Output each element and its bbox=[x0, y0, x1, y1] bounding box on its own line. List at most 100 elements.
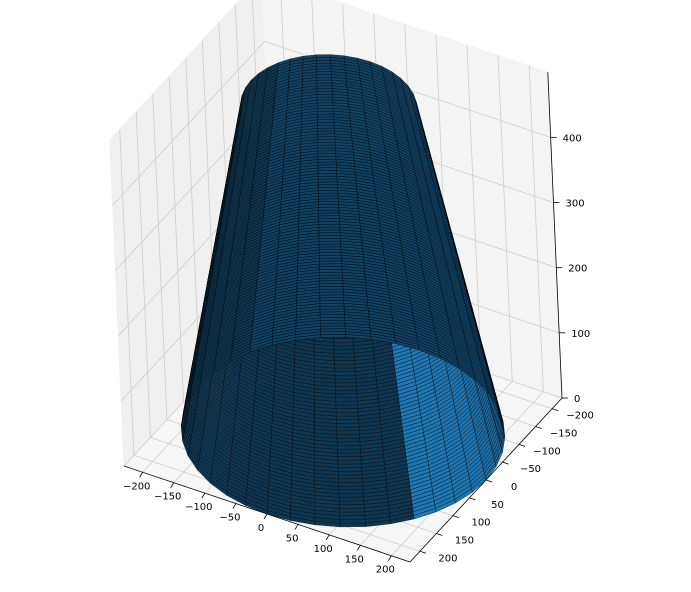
surface-facet bbox=[317, 108, 334, 112]
surface-facet bbox=[319, 263, 343, 267]
surface-facet bbox=[338, 485, 364, 491]
surface-facet bbox=[317, 136, 336, 140]
surface-facet bbox=[318, 238, 341, 242]
y-tick-mark bbox=[502, 461, 509, 465]
surface-facet bbox=[318, 235, 341, 239]
x-tick-label: 50 bbox=[286, 533, 299, 544]
surface-facet bbox=[338, 478, 363, 483]
surface-facet bbox=[316, 79, 333, 84]
surface-facet bbox=[319, 272, 343, 276]
x-tick-label: −150 bbox=[154, 492, 181, 503]
surface-facet bbox=[339, 496, 365, 502]
z-axis-line bbox=[547, 72, 563, 399]
surface-facet bbox=[335, 382, 357, 387]
x-tick-label: 150 bbox=[345, 554, 364, 565]
x-tick-mark bbox=[263, 513, 268, 520]
surface-facet bbox=[316, 85, 333, 89]
surface-facet bbox=[319, 314, 345, 318]
surface-facet bbox=[338, 489, 364, 494]
surface-facet bbox=[319, 269, 343, 273]
surface-facet bbox=[338, 493, 364, 498]
grid-x-wall bbox=[497, 55, 513, 382]
surface-facet bbox=[316, 77, 332, 81]
surface-facet bbox=[319, 308, 345, 313]
surface-facet bbox=[316, 71, 332, 75]
z-tick-label: 400 bbox=[563, 133, 582, 144]
y-tick-label: −200 bbox=[566, 411, 593, 422]
surface-facet bbox=[317, 147, 336, 152]
surface-facet bbox=[316, 82, 333, 87]
surface-facet bbox=[318, 243, 341, 248]
y-tick-label: 150 bbox=[455, 536, 474, 547]
surface-facet bbox=[317, 167, 337, 171]
surface-facet bbox=[334, 360, 355, 365]
surface-facet bbox=[317, 150, 336, 154]
surface-facet bbox=[318, 184, 338, 188]
y-tick-mark bbox=[485, 479, 493, 483]
surface-facet bbox=[319, 288, 344, 293]
y-tick-mark bbox=[551, 408, 559, 412]
surface-facet bbox=[335, 397, 358, 402]
surface-facet bbox=[319, 255, 342, 259]
surface-facet bbox=[334, 356, 355, 361]
surface-facet bbox=[319, 291, 344, 296]
surface-facet bbox=[317, 159, 337, 163]
y-tick-mark bbox=[452, 515, 460, 519]
surface-facet bbox=[339, 500, 365, 505]
surface-facet bbox=[335, 393, 358, 398]
y-tick-mark bbox=[419, 550, 427, 554]
surface-facet bbox=[333, 352, 355, 358]
surface-facet bbox=[316, 62, 332, 67]
surface-facet bbox=[319, 252, 342, 256]
surface-facet bbox=[317, 102, 334, 106]
y-tick-label: 100 bbox=[471, 518, 490, 529]
surface-facet bbox=[334, 375, 356, 380]
surface-facet bbox=[335, 404, 358, 409]
surface-facet bbox=[336, 423, 360, 428]
y-tick-label: 200 bbox=[438, 553, 457, 564]
surface-facet bbox=[318, 198, 339, 202]
surface-facet bbox=[317, 133, 335, 137]
x-tick-mark bbox=[232, 503, 237, 509]
surface-facet bbox=[333, 345, 354, 350]
surface-facet bbox=[335, 389, 357, 395]
surface-facet bbox=[336, 426, 360, 432]
surface-facet bbox=[316, 94, 333, 98]
x-axis-ticks: −200 −150 −100 −50 0 50 100 150 200 bbox=[123, 472, 395, 576]
surface-facet bbox=[320, 331, 346, 335]
surface-facet bbox=[336, 430, 360, 435]
surface-facet bbox=[317, 125, 335, 129]
x-tick-label: −50 bbox=[219, 513, 240, 524]
surface-facet bbox=[338, 474, 363, 480]
z-tick-label: 300 bbox=[566, 199, 585, 210]
surface-facet bbox=[320, 322, 346, 327]
y-tick-mark bbox=[518, 443, 526, 447]
cone-surface bbox=[180, 54, 506, 528]
surface-facet bbox=[316, 54, 331, 58]
surface-facet bbox=[320, 325, 346, 330]
surface-facet bbox=[337, 467, 363, 472]
y-tick-label: 50 bbox=[491, 500, 504, 511]
surface-facet bbox=[336, 434, 360, 439]
y-tick-label: −50 bbox=[520, 464, 541, 475]
surface-facet bbox=[337, 441, 361, 446]
x-tick-mark bbox=[294, 524, 299, 530]
surface-facet bbox=[337, 452, 362, 457]
surface-facet bbox=[316, 74, 332, 78]
x-tick-label: −100 bbox=[185, 502, 212, 513]
surface-facet bbox=[318, 215, 340, 219]
surface-facet bbox=[316, 65, 332, 70]
surface-facet bbox=[317, 161, 337, 166]
surface-facet bbox=[318, 232, 341, 236]
surface-facet bbox=[318, 190, 339, 194]
surface-facet bbox=[317, 142, 336, 146]
surface-facet bbox=[318, 175, 338, 180]
surface-facet bbox=[319, 246, 342, 250]
surface-facet bbox=[336, 415, 359, 420]
surface-facet bbox=[339, 504, 365, 509]
y-tick-label: −100 bbox=[533, 446, 560, 457]
surface-facet bbox=[317, 127, 335, 132]
surface-facet bbox=[318, 178, 338, 183]
grid-z-left bbox=[112, 41, 265, 206]
